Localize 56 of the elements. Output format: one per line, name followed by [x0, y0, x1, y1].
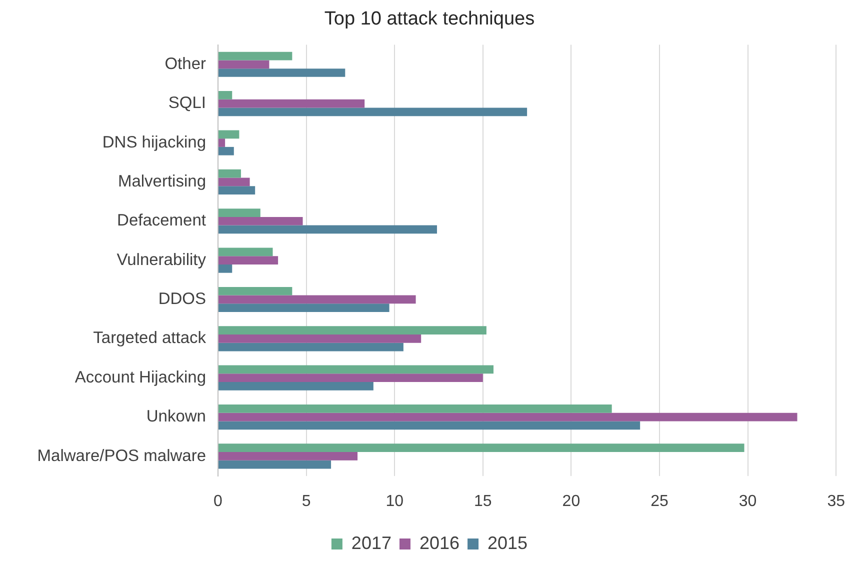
bar [218, 444, 744, 452]
bar [218, 146, 234, 156]
x-tick-label: 20 [562, 492, 580, 510]
y-tick-label: Account Hijacking [74, 368, 206, 386]
bar [218, 304, 390, 312]
bar [218, 108, 528, 116]
x-tick-label: 25 [650, 492, 668, 510]
x-tick-label: 35 [827, 492, 846, 510]
bar [218, 178, 250, 186]
x-tick-label: 0 [214, 492, 223, 510]
bar [218, 99, 365, 108]
x-tick-label: 10 [386, 492, 404, 510]
y-tick-label: DNS hijacking [102, 133, 206, 152]
bar [218, 186, 256, 194]
bar [218, 421, 640, 430]
bar [218, 138, 226, 147]
bar [218, 452, 358, 460]
bar [218, 286, 292, 296]
bar [218, 169, 241, 178]
x-tick-label: 5 [302, 492, 311, 510]
bar [218, 404, 612, 413]
y-tick-label: SQLI [168, 94, 206, 112]
x-tick-label: 30 [738, 492, 757, 510]
x-tick-label: 15 [474, 492, 492, 510]
bar [218, 382, 374, 390]
bar [218, 326, 486, 334]
bar [218, 365, 494, 374]
legend-label: 2015 [488, 532, 528, 553]
y-tick-label: Vulnerability [116, 250, 207, 269]
y-tick-label: Unkown [146, 408, 206, 426]
chart-title: Top 10 attack techniques [324, 8, 535, 30]
bar [218, 225, 437, 234]
bar [218, 248, 273, 256]
bar [218, 342, 404, 352]
legend-label: 2016 [419, 532, 460, 553]
bar [218, 412, 798, 422]
bar [218, 60, 270, 69]
bar [218, 460, 332, 469]
bar [218, 208, 260, 217]
bar [218, 374, 483, 382]
y-tick-label: Targeted attack [93, 329, 207, 348]
legend-label: 2017 [351, 532, 392, 553]
y-tick-label: Defacement [117, 212, 206, 230]
bar [218, 256, 278, 264]
bar [218, 295, 416, 304]
bar [218, 264, 232, 273]
bar [218, 52, 292, 60]
y-tick-label: Malvertising [118, 172, 206, 190]
bar [218, 216, 303, 226]
bar [218, 130, 240, 139]
y-tick-label: Malware/POS malware [37, 446, 206, 465]
bar [218, 91, 232, 100]
bar [218, 334, 422, 343]
bar [218, 68, 346, 77]
y-tick-label: Other [164, 54, 206, 73]
y-tick-label: DDOS [158, 290, 206, 308]
